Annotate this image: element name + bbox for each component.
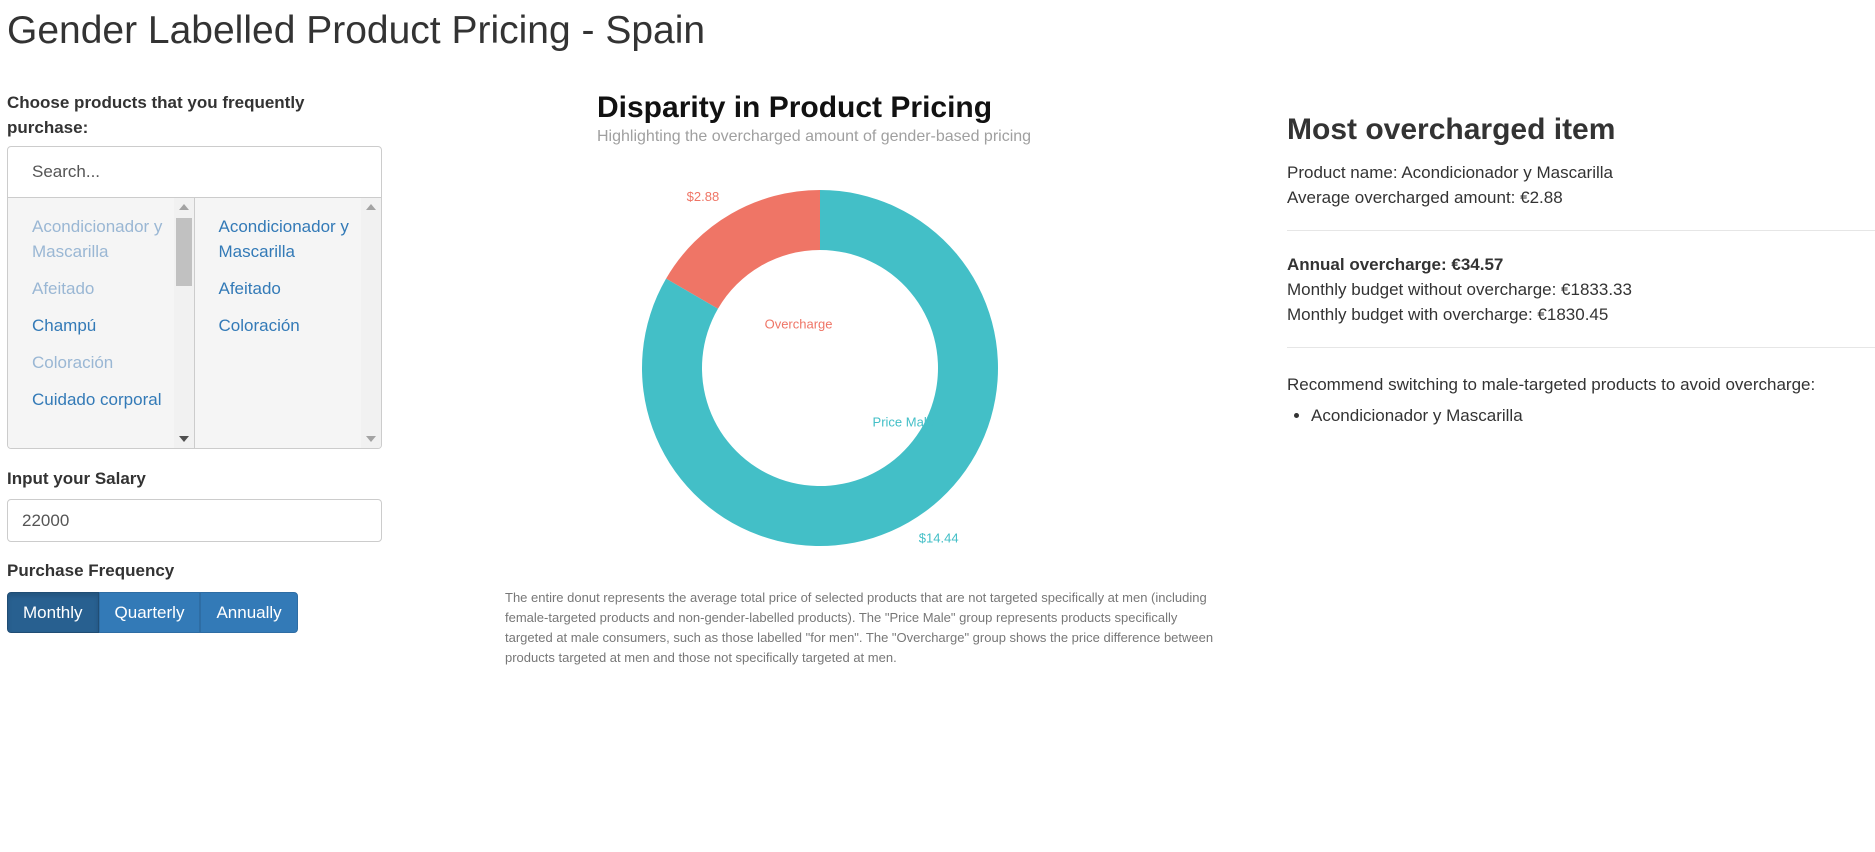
summary-panel: Most overcharged item Product name: Acon… (1287, 112, 1875, 428)
donut-chart: $2.88 $14.44 Overcharge Price Male (642, 189, 998, 546)
summary-heading: Most overcharged item (1287, 113, 1616, 146)
selected-products-list[interactable]: Acondicionador y Mascarilla Afeitado Color… (194, 198, 381, 448)
frequency-quarterly-button[interactable]: Quarterly (98, 592, 201, 633)
scroll-down-arrow-icon[interactable] (366, 436, 376, 442)
budget-with-text: Monthly budget with overcharge: €1830.45 (1287, 305, 1609, 324)
scrollbar-thumb[interactable] (175, 218, 192, 286)
frequency-button-group: Monthly Quarterly Annually (7, 592, 298, 633)
overcharge-value-label: $2.88 (687, 189, 720, 204)
available-product-item[interactable]: Cuidado corporal (32, 390, 162, 409)
selected-product-item[interactable]: Coloración (218, 316, 300, 335)
salary-input[interactable]: 22000 (7, 499, 382, 542)
avg-overcharge-text: Average overcharged amount: €2.88 (1287, 188, 1563, 207)
available-list-scrollbar[interactable] (173, 198, 194, 448)
recommendation-list: Acondicionador y Mascarilla (1287, 403, 1875, 428)
divider (1287, 347, 1875, 348)
available-product-item[interactable]: Acondicionador y Mascarilla (32, 217, 163, 261)
available-product-item[interactable]: Coloración (32, 353, 114, 372)
frequency-annually-button[interactable]: Annually (200, 592, 298, 633)
budget-without-text: Monthly budget without overcharge: €1833… (1287, 280, 1632, 299)
page-title: Gender Labelled Product Pricing - Spain (7, 9, 706, 52)
product-name-text: Product name: Acondicionador y Mascarill… (1287, 163, 1613, 182)
recommendation-text: Recommend switching to male-targeted pro… (1287, 375, 1816, 394)
frequency-label: Purchase Frequency (7, 561, 175, 580)
available-product-item[interactable]: Afeitado (32, 279, 95, 298)
available-products-list[interactable]: Acondicionador y Mascarilla Afeitado Champ… (8, 198, 195, 448)
product-selector: Search... Acondicionador y Mascarilla Afe… (7, 146, 382, 449)
annual-overcharge-text: Annual overcharge: €34.57 (1287, 255, 1504, 274)
controls-panel: Choose products that you frequently purc… (7, 90, 382, 633)
donut-slice-overcharge[interactable] (666, 190, 820, 309)
products-label: Choose products that you frequently purc… (7, 93, 305, 137)
frequency-monthly-button[interactable]: Monthly (7, 592, 99, 633)
search-input[interactable]: Search... (8, 147, 381, 198)
recommendation-item: Acondicionador y Mascarilla (1311, 403, 1875, 428)
price-male-value-label: $14.44 (919, 531, 959, 546)
chart-note: The entire donut represents the average … (505, 590, 1214, 665)
selected-product-item[interactable]: Acondicionador y Mascarilla (218, 217, 349, 261)
selected-product-item[interactable]: Afeitado (218, 279, 281, 298)
donut-slice-price-male[interactable] (642, 190, 998, 546)
selected-list-scrollbar[interactable] (361, 198, 381, 448)
salary-label: Input your Salary (7, 469, 146, 488)
scroll-up-arrow-icon[interactable] (366, 204, 376, 210)
price-male-series-label: Price Male (873, 415, 934, 430)
scroll-up-arrow-icon[interactable] (178, 204, 189, 210)
available-product-item[interactable]: Champú (32, 316, 97, 335)
overcharge-series-label: Overcharge (765, 316, 833, 331)
scroll-down-arrow-icon[interactable] (178, 436, 189, 442)
chart-title: Disparity in Product Pricing (597, 91, 993, 124)
chart-subtitle: Highlighting the overcharged amount of g… (597, 128, 1032, 145)
divider (1287, 230, 1875, 231)
